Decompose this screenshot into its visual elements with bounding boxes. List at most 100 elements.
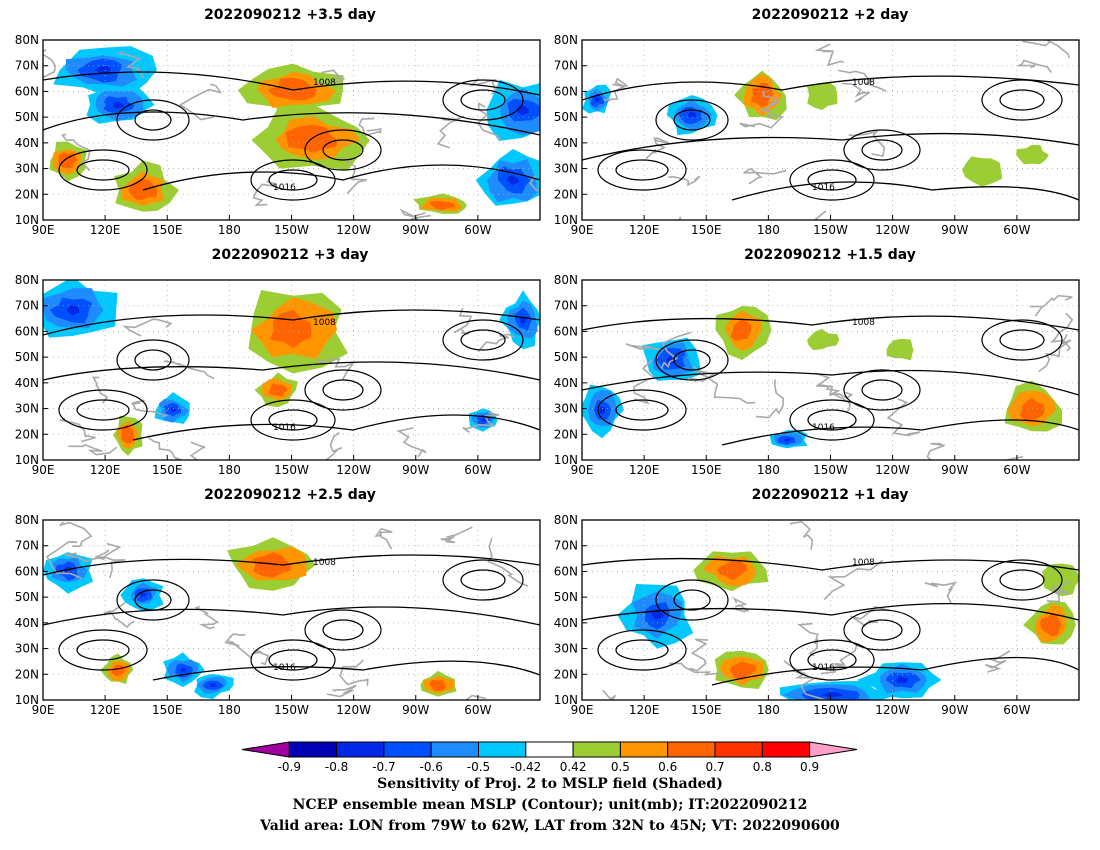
panel-title-3: 2022090212 +3 day — [211, 247, 369, 263]
lon-tick-label: 150W — [274, 223, 309, 237]
lon-tick-label: 90E — [571, 463, 594, 477]
contour-label-1008: 1008 — [852, 78, 875, 88]
lat-tick-label: 30N — [15, 402, 39, 416]
colorbar-tick-label: -0.8 — [325, 760, 348, 774]
lat-tick-label: 70N — [15, 59, 39, 73]
colorbar-tick-label: 0.8 — [753, 760, 772, 774]
lat-tick-label: 10N — [554, 213, 578, 227]
lon-tick-label: 180 — [218, 463, 241, 477]
lat-tick-label: 70N — [554, 59, 578, 73]
lat-tick-label: 30N — [15, 642, 39, 656]
lat-tick-label: 20N — [15, 427, 39, 441]
colorbar-tick-label: -0.6 — [419, 760, 442, 774]
lat-tick-label: 20N — [554, 187, 578, 201]
lat-tick-label: 80N — [15, 273, 39, 287]
lon-tick-label: 150E — [152, 223, 183, 237]
lon-tick-label: 120E — [90, 463, 121, 477]
lon-tick-label: 150E — [152, 703, 183, 717]
lon-tick-label: 120E — [629, 463, 660, 477]
lat-tick-label: 40N — [15, 376, 39, 390]
contour-label-1016: 1016 — [273, 423, 296, 433]
lat-tick-label: 40N — [15, 616, 39, 630]
lon-tick-label: 90W — [941, 223, 968, 237]
lon-tick-label: 90E — [32, 703, 55, 717]
lat-tick-label: 20N — [15, 667, 39, 681]
lat-tick-label: 40N — [15, 136, 39, 150]
lat-tick-label: 20N — [15, 187, 39, 201]
lat-tick-label: 20N — [554, 667, 578, 681]
colorbar-tick-label: -0.5 — [467, 760, 490, 774]
lat-tick-label: 60N — [15, 324, 39, 338]
lat-tick-label: 50N — [15, 590, 39, 604]
map-panels: 1008 1016 10N 20N 30N 40N 50N 60N 70N 80N 90E 120E 1… — [15, 33, 1080, 717]
lon-tick-label: 150W — [813, 223, 848, 237]
caption-line-2: NCEP ensemble mean MSLP (Contour); unit(… — [292, 797, 808, 813]
panel-title-4: 2022090212 +1.5 day — [744, 247, 916, 263]
lon-tick-label: 150E — [691, 463, 722, 477]
lat-tick-label: 10N — [15, 213, 39, 227]
colorbar-swatch — [761, 741, 811, 758]
contour-label-1008: 1008 — [313, 78, 336, 88]
lat-tick-label: 70N — [15, 299, 39, 313]
colorbar-swatch — [667, 741, 716, 758]
lon-tick-label: 60W — [464, 703, 491, 717]
lon-tick-label: 150E — [691, 223, 722, 237]
lon-tick-label: 180 — [218, 223, 241, 237]
panel-title-6: 2022090212 +1 day — [751, 487, 909, 503]
panel-title-1: 2022090212 +3.5 day — [204, 7, 376, 23]
colorbar-tick-label: 0.6 — [658, 760, 677, 774]
map-panel-6: 1008 1016 10N 20N 30N 40N 50N 60N 70N 80N 90E 120E 1… — [554, 513, 1080, 717]
contour-label-1008: 1008 — [313, 558, 336, 568]
lon-tick-label: 90E — [571, 223, 594, 237]
contour-label-1016: 1016 — [273, 663, 296, 673]
lon-tick-label: 90E — [571, 703, 594, 717]
map-panel-4: 1008 1016 10N 20N 30N 40N 50N 60N 70N 80N 90E 120E 1… — [554, 273, 1080, 477]
lat-tick-label: 80N — [15, 513, 39, 527]
lon-tick-label: 60W — [1003, 703, 1030, 717]
colorbar-swatch — [430, 741, 480, 758]
lon-tick-label: 120W — [336, 703, 371, 717]
contour-label-1016: 1016 — [273, 183, 296, 193]
lon-tick-label: 150W — [274, 703, 309, 717]
lon-tick-label: 180 — [757, 703, 780, 717]
lat-tick-label: 70N — [554, 299, 578, 313]
lat-tick-label: 10N — [15, 453, 39, 467]
lon-tick-label: 60W — [464, 223, 491, 237]
lon-tick-label: 90W — [402, 463, 429, 477]
colorbar-min-triangle — [241, 741, 290, 758]
lon-tick-label: 120E — [629, 223, 660, 237]
contour-label-1008: 1008 — [313, 318, 336, 328]
lat-tick-label: 60N — [554, 564, 578, 578]
lat-tick-label: 80N — [554, 513, 578, 527]
lat-tick-label: 50N — [15, 350, 39, 364]
lat-tick-label: 40N — [554, 136, 578, 150]
lon-tick-label: 150E — [152, 463, 183, 477]
lat-tick-label: 10N — [554, 453, 578, 467]
map-panel-5: 1008 1016 10N 20N 30N 40N 50N 60N 70N 80N 90E 120E 1… — [15, 513, 541, 717]
colorbar-tick-label: 0.9 — [800, 760, 819, 774]
lon-tick-label: 60W — [1003, 463, 1030, 477]
lat-tick-label: 10N — [554, 693, 578, 707]
lon-tick-label: 90W — [402, 703, 429, 717]
lat-tick-label: 80N — [554, 273, 578, 287]
colorbar-tick-label: 0.7 — [705, 760, 724, 774]
lat-tick-label: 10N — [15, 693, 39, 707]
lon-tick-label: 90W — [941, 463, 968, 477]
colorbar-swatch — [525, 741, 574, 758]
colorbar-max-triangle — [809, 741, 857, 758]
map-panel-1: 1008 1016 10N 20N 30N 40N 50N 60N 70N 80N 90E 120E 1… — [15, 33, 541, 237]
lon-tick-label: 90W — [402, 223, 429, 237]
lon-tick-label: 180 — [757, 223, 780, 237]
lon-tick-label: 120W — [875, 223, 910, 237]
colorbar-tick-label: -0.7 — [372, 760, 395, 774]
lon-tick-label: 150W — [813, 703, 848, 717]
colorbar-swatch — [619, 741, 669, 758]
lon-tick-label: 120E — [90, 223, 121, 237]
colorbar-swatch — [714, 741, 763, 758]
lon-tick-label: 180 — [757, 463, 780, 477]
colorbar-swatch — [383, 741, 432, 758]
contour-label-1016: 1016 — [812, 423, 835, 433]
lat-tick-label: 40N — [554, 616, 578, 630]
lat-tick-label: 60N — [554, 324, 578, 338]
lat-tick-label: 60N — [15, 564, 39, 578]
